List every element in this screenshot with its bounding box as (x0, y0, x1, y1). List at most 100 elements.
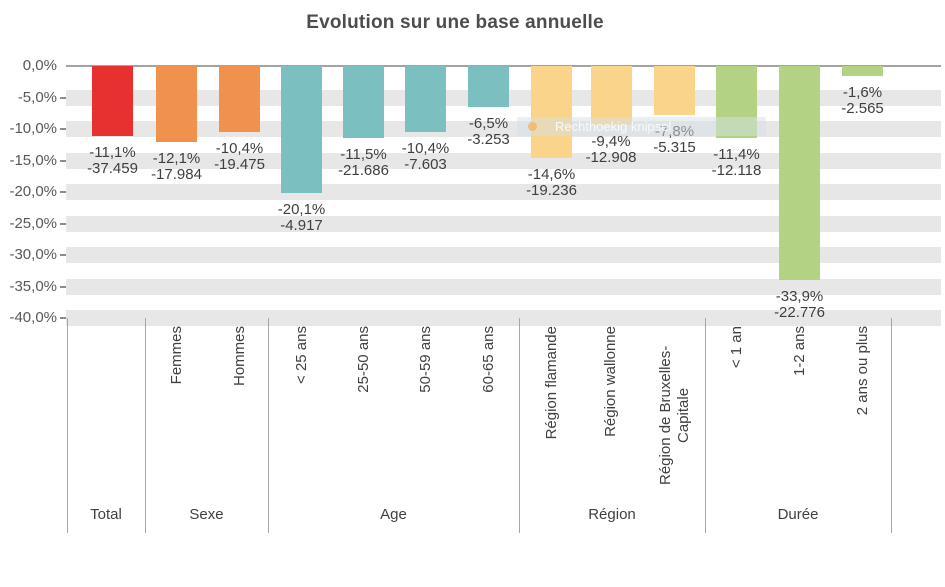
bar-value-absolute: -12.908 (585, 149, 637, 166)
x-category-label: 50-59 ans (399, 326, 453, 508)
bar-value-absolute: -2.565 (841, 100, 884, 117)
x-category-label: Région wallonne (584, 326, 638, 508)
group-label: Age (380, 506, 407, 523)
x-category-label-text: 25-50 ans (354, 326, 372, 393)
bar-value-label: -33,9% -22.776 (738, 289, 862, 321)
bar (405, 66, 446, 132)
x-category-label-text: Hommes (230, 326, 248, 387)
bar-value-absolute: -19.236 (526, 182, 577, 199)
bar-value-label: -11,5% -21.686 (302, 147, 426, 179)
y-axis-tick-mark (60, 191, 66, 193)
group-label: Région (588, 506, 636, 523)
group-separator-line (705, 318, 706, 533)
x-category-label-text: Région flamande (542, 326, 560, 440)
x-category-label-text: < 1 an (727, 326, 745, 369)
x-category-label: < 1 an (710, 326, 764, 508)
group-label: Total (90, 506, 122, 523)
bar (468, 66, 509, 107)
y-axis-tick-label: 0,0% (22, 57, 57, 74)
group-label: Durée (777, 506, 819, 523)
group-separator-line (891, 318, 892, 533)
y-axis-tick-mark (60, 159, 66, 162)
x-category-label: Hommes (213, 326, 267, 508)
bar (590, 66, 632, 125)
bar-value-label: -10,4% -19.475 (178, 141, 302, 173)
y-axis-tick-label: -40,0% (9, 309, 57, 326)
x-category-label-text: < 25 ans (292, 326, 310, 384)
bar-value-absolute: -12.118 (711, 162, 762, 179)
x-category-label-text: Femmes (167, 326, 185, 385)
bar-value-label: -10,4% -7.603 (364, 141, 488, 173)
bar-value-absolute: -22.776 (774, 304, 825, 321)
y-axis-tick-mark (60, 254, 66, 256)
snipping-tool-overlay: Rechthoekig knipsel (517, 117, 766, 136)
x-category-label-text: 2 ans ou plus (853, 326, 871, 416)
bar-value-label: -14,6% -19.236 (490, 167, 614, 199)
bar (842, 66, 883, 76)
y-axis-tick-mark (60, 285, 66, 288)
snip-overlay-label: Rechthoekig knipsel (555, 119, 672, 134)
y-axis-tick-mark (60, 128, 66, 130)
y-axis-tick-mark (60, 222, 66, 225)
y-axis-tick-label: -10,0% (9, 120, 57, 137)
bar-value-absolute: -17.984 (151, 166, 202, 183)
x-category-label-text: 1-2 ans (790, 326, 808, 377)
bar-value-absolute: -5.315 (653, 139, 696, 156)
grid-stripe (66, 310, 941, 326)
x-category-label: Région flamande (525, 326, 579, 508)
snip-circle-icon (528, 122, 537, 131)
bar (654, 66, 695, 115)
bar (343, 66, 384, 138)
zero-axis-line (66, 64, 941, 67)
x-category-label: 60-65 ans (462, 326, 516, 508)
bar-value-percent: -33,9% (775, 288, 824, 305)
bar-value-percent: -6,5% (468, 115, 509, 132)
bar (219, 66, 260, 132)
x-category-label: 1-2 ans (773, 326, 827, 508)
bar (92, 66, 133, 136)
bar-value-percent: -11,1% (89, 144, 136, 161)
y-axis-tick-label: -20,0% (9, 183, 57, 200)
bar-value-percent: -11,4% (713, 146, 760, 163)
bar-value-label: -11,4% -12.118 (675, 147, 799, 179)
bar-value-absolute: -21.686 (338, 162, 389, 179)
bar-value-percent: -1,6% (842, 84, 883, 101)
x-category-label: 25-50 ans (337, 326, 391, 508)
y-axis-tick-label: -35,0% (9, 277, 57, 295)
x-category-label: 2 ans ou plus (836, 326, 890, 508)
bar-value-percent: -10,4% (215, 140, 264, 157)
group-separator-line (67, 318, 68, 533)
grid-stripe (66, 247, 941, 263)
bar-value-label: -1,6% -2.565 (801, 85, 925, 117)
x-category-label: Région de Bruxelles-Capitale (648, 326, 702, 508)
bar-value-percent: -9,4% (591, 133, 631, 150)
bar-value-label: -6,5% -3.253 (427, 116, 551, 148)
bar (281, 66, 322, 193)
y-axis-tick-label: -15,0% (9, 151, 57, 169)
y-axis-tick-mark (60, 317, 66, 319)
bar-value-percent: -14,6% (527, 166, 576, 183)
bar-value-absolute: -3.253 (467, 131, 510, 148)
bar-value-absolute: -4.917 (280, 217, 323, 234)
x-category-label-text: 50-59 ans (416, 326, 434, 393)
group-separator-line (268, 318, 269, 533)
bar (156, 66, 197, 142)
bar-value-label: -9,4% -12.908 (549, 134, 673, 166)
y-axis-tick-mark (60, 96, 66, 99)
bar-value-percent: -12,1% (152, 150, 201, 167)
chart-title: Evolution sur une base annuelle (306, 12, 604, 33)
x-category-label-text: 60-65 ans (479, 326, 497, 393)
bar-value-absolute: -37.459 (87, 160, 138, 177)
bar-value-percent: -11,5% (340, 146, 387, 163)
bar-value-absolute: -7.603 (404, 156, 447, 173)
bar-value-absolute: -19.475 (214, 156, 265, 173)
group-separator-line (519, 318, 520, 533)
x-category-label: Femmes (150, 326, 204, 508)
group-label: Sexe (189, 506, 224, 523)
x-category-label: < 25 ans (275, 326, 329, 508)
bar-value-label: -12,1% -17.984 (115, 151, 239, 183)
x-category-label-text: Région wallonne (602, 326, 619, 437)
bar-value-percent: -10,4% (401, 140, 450, 157)
grid-stripe (66, 278, 941, 295)
